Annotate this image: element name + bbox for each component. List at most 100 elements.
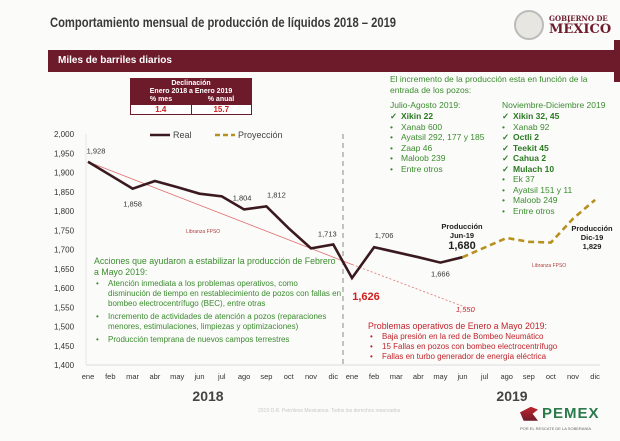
y-tick-label: 1,650: [54, 265, 75, 274]
x-tick-label: mar: [390, 372, 403, 381]
y-tick-label: 1,800: [54, 207, 75, 216]
pozo-name: Xikin 32, 45: [513, 111, 560, 121]
pozo-name: Ayatsil 151 y 11: [513, 184, 573, 195]
x-tick-label: oct: [284, 372, 295, 381]
acciones-heading: Acciones que ayudaron a estabilizar la p…: [94, 256, 336, 277]
pemex-name: PEMEX: [542, 405, 600, 422]
declinacion-title: Declinación: [171, 80, 211, 87]
bullet-icon: •: [502, 174, 505, 184]
y-tick-label: 1,600: [54, 284, 75, 293]
pozo-name: Ek 37: [513, 174, 535, 184]
bullet-icon: •: [390, 153, 393, 163]
gobierno-de-mexico-logo: GOBIERNO DE MÉXICO: [514, 10, 611, 40]
y-tick-label: 1,500: [54, 323, 75, 332]
national-seal-icon: [514, 10, 544, 40]
problemas-item: Fallas en turbo generador de energía elé…: [368, 352, 618, 362]
pozo-name: Entre otros: [401, 163, 443, 174]
x-tick-label: ene: [82, 372, 95, 381]
bullet-icon: •: [390, 142, 393, 153]
check-icon: ✓: [502, 132, 510, 142]
libranza-label: Libranza FPSO: [186, 229, 221, 235]
x-tick-label: sep: [260, 372, 272, 381]
y-tick-label: 1,400: [54, 361, 75, 370]
x-tick-label: feb: [105, 372, 115, 381]
units-banner: Miles de barriles diarios: [48, 50, 614, 72]
trend-end-label: 1,550: [456, 305, 475, 314]
pozo-name: Zaap 46: [401, 142, 433, 153]
dic-19-annotation: Producción Dic-19 1,829: [568, 224, 616, 251]
bullet-icon: •: [502, 195, 505, 205]
jun-19-title: Producción Jun-19: [441, 222, 483, 240]
x-tick-label: ago: [238, 372, 251, 381]
value-mes: 1.4: [131, 105, 192, 114]
gov-logo-line1: GOBIERNO DE: [549, 14, 608, 23]
col-anual: % anual: [207, 96, 235, 103]
pozo-item: ✓ Xikin 22: [390, 111, 485, 122]
y-tick-label: 1,950: [54, 149, 75, 158]
pozo-name: Cahua 2: [513, 153, 547, 163]
legend-proyeccion-label: Proyección: [238, 130, 283, 140]
x-tick-label: dic: [329, 372, 339, 381]
y-tick-label: 1,850: [54, 188, 75, 197]
check-icon: ✓: [502, 163, 510, 174]
acciones-item: Producción temprana de nuevos campos ter…: [94, 335, 342, 345]
data-label: 1,928: [87, 147, 106, 156]
x-tick-label: jul: [480, 372, 489, 381]
check-icon: ✓: [390, 111, 398, 121]
year-label: 2019: [496, 388, 527, 404]
pozo-item: ✓ Teekit 45: [502, 143, 605, 154]
series-real-line: [87, 160, 463, 281]
data-label: 1,706: [375, 231, 394, 240]
bullet-icon: •: [390, 163, 393, 174]
copyright: 2019 D.R. Petróleos Mexicanos. Todos los…: [258, 408, 401, 414]
legend-real-label: Real: [173, 130, 192, 140]
pozo-item: • Maloob 249: [502, 195, 605, 206]
pozo-item: • Entre otros: [502, 206, 605, 217]
jul-ago-column: Julio-Agosto 2019: ✓ Xikin 22 • Xanab 600 • A…: [390, 100, 485, 174]
pozo-name: Octli 2: [513, 132, 539, 142]
data-label: 1,626: [352, 291, 380, 303]
pozo-name: Maloob 239: [401, 153, 446, 163]
data-label: 1,858: [123, 200, 142, 209]
data-label: 1,666: [431, 270, 450, 279]
pozo-item: • Xanab 600: [390, 122, 485, 133]
data-label: 1,713: [318, 229, 337, 238]
x-tick-label: dic: [590, 372, 600, 381]
incremento-intro: El incremento de la producción esta en f…: [390, 74, 588, 95]
gov-logo-line2: MÉXICO: [549, 22, 612, 37]
pozo-name: Entre otros: [513, 205, 555, 216]
pozo-item: • Zaap 46: [390, 143, 485, 154]
edge-accent: [614, 40, 620, 82]
x-tick-label: feb: [369, 372, 379, 381]
x-tick-label: jun: [456, 372, 467, 381]
declinacion-table: Declinación Enero 2018 a Enero 2019 % mes…: [130, 78, 252, 115]
acciones-panel: Acciones que ayudaron a estabilizar la p…: [94, 256, 342, 348]
trend-line-projected: [351, 264, 466, 308]
pozo-item: • Xanab 92: [502, 122, 605, 133]
libranza-label: Libranza FPSO: [532, 263, 567, 269]
y-tick-label: 1,750: [54, 226, 75, 235]
x-tick-label: may: [170, 372, 184, 381]
x-tick-label: nov: [305, 372, 317, 381]
year-label: 2018: [192, 388, 223, 404]
bullet-icon: •: [390, 132, 393, 142]
x-tick-label: abr: [149, 372, 160, 381]
nov-dic-column: Noviembre-Diciembre 2019 ✓ Xikin 32, 45 • X…: [502, 100, 605, 216]
page-title: Comportamiento mensual de producción de …: [50, 14, 397, 30]
pozo-name: Xanab 600: [401, 121, 443, 132]
x-tick-label: jul: [217, 372, 226, 381]
jun-19-annotation: Producción Jun-19 1,680: [435, 222, 489, 253]
x-tick-label: mar: [126, 372, 139, 381]
data-label: 1,804: [233, 193, 252, 202]
check-icon: ✓: [502, 142, 510, 153]
acciones-item: Incremento de actividades de atención a …: [94, 312, 342, 332]
x-tick-label: sep: [523, 372, 535, 381]
pozo-item: • Entre otros: [390, 164, 485, 175]
dic-19-title: Producción Dic-19: [571, 224, 613, 242]
col-mes: % mes: [149, 96, 173, 103]
x-tick-label: oct: [546, 372, 557, 381]
incremento-panel: El incremento de la producción esta en f…: [390, 74, 610, 216]
x-tick-label: ago: [500, 372, 513, 381]
check-icon: ✓: [502, 153, 510, 163]
